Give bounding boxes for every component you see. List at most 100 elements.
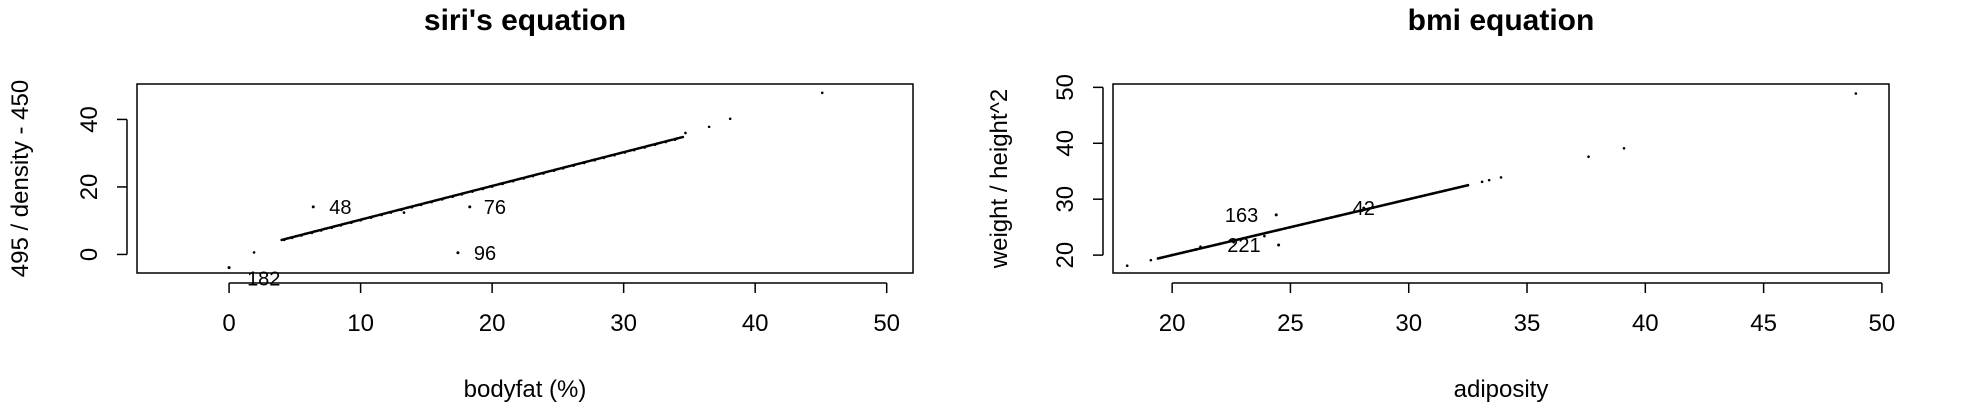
data-point (1336, 214, 1340, 218)
point-annotation: 163 (1225, 205, 1258, 227)
labeled-point (227, 266, 231, 270)
data-point (593, 158, 597, 162)
data-point (1253, 234, 1257, 237)
point-annotation: 76 (484, 197, 506, 219)
data-point (1300, 223, 1304, 226)
x-tick-label: 50 (1869, 310, 1896, 337)
data-point (1442, 189, 1446, 193)
data-point (1499, 176, 1503, 179)
data-point (643, 146, 646, 149)
data-point (664, 140, 668, 144)
x-tick-label: 25 (1277, 310, 1304, 337)
data-point (1149, 258, 1153, 262)
chart-title: siri's equation (424, 4, 626, 37)
data-point (1170, 253, 1174, 257)
data-point (1229, 239, 1233, 243)
x-tick-label: 40 (1632, 310, 1659, 337)
data-point (531, 174, 535, 178)
labeled-point (468, 205, 472, 209)
data-point (1395, 200, 1399, 204)
data-point (501, 182, 504, 186)
data-point (684, 131, 687, 135)
data-point (369, 216, 373, 219)
data-point (522, 177, 525, 180)
data-point (653, 143, 657, 147)
data-point (511, 179, 515, 183)
labeled-point (1362, 206, 1366, 210)
data-point (1125, 264, 1129, 268)
data-point (1241, 237, 1245, 240)
labeled-point (1277, 243, 1281, 247)
data-point (673, 138, 677, 141)
x-axis-label: bodyfat (%) (464, 376, 587, 403)
data-point (1265, 231, 1269, 235)
x-tick-label: 20 (1159, 310, 1186, 337)
data-point (582, 161, 586, 165)
data-point (339, 224, 343, 227)
x-tick-label: 50 (873, 310, 900, 337)
data-point (820, 91, 824, 95)
data-point (1360, 209, 1363, 212)
data-point (290, 236, 294, 240)
data-point (632, 148, 636, 152)
data-point (350, 221, 353, 225)
point-annotation: 182 (247, 269, 280, 291)
data-point (1206, 245, 1209, 249)
data-point (602, 156, 606, 160)
data-point (1383, 203, 1387, 207)
data-point (681, 135, 685, 139)
labeled-point (311, 205, 315, 209)
data-point (707, 125, 711, 129)
data-point (471, 190, 474, 193)
data-point (552, 169, 556, 173)
point-annotation: 48 (329, 197, 351, 219)
data-point (623, 151, 627, 154)
data-point (1487, 178, 1491, 182)
y-tick-label: 20 (1052, 242, 1079, 269)
x-tick-label: 0 (222, 310, 235, 337)
data-point (1348, 211, 1351, 215)
chart-title: bmi equation (1408, 4, 1595, 37)
x-tick-label: 10 (347, 310, 374, 337)
data-point (1289, 225, 1292, 229)
data-point (1263, 234, 1266, 238)
data-point (1466, 183, 1470, 187)
y-tick-label: 40 (76, 106, 103, 133)
y-tick-label: 20 (76, 174, 103, 201)
point-annotation: 221 (1227, 235, 1260, 257)
data-point (1232, 240, 1235, 244)
data-point (300, 234, 303, 237)
data-point (310, 231, 314, 235)
data-point (1218, 242, 1221, 246)
data-point (1159, 256, 1162, 260)
data-point (1182, 251, 1186, 254)
x-tick-label: 30 (610, 310, 637, 337)
y-axis-label: 495 / density - 450 (7, 80, 34, 277)
y-tick-label: 40 (1052, 130, 1079, 157)
data-point (283, 238, 286, 242)
data-point (319, 229, 323, 232)
data-point (1194, 248, 1198, 251)
data-point (1454, 186, 1458, 190)
data-point (1622, 147, 1626, 150)
data-point (1371, 206, 1375, 209)
labeled-point (1274, 213, 1278, 217)
data-point (542, 172, 545, 175)
y-tick-label: 30 (1052, 186, 1079, 213)
data-point (410, 205, 414, 209)
data-point (572, 164, 575, 167)
data-point (728, 117, 732, 121)
data-point (1431, 192, 1434, 195)
y-tick-label: 0 (76, 248, 103, 261)
data-point (1854, 92, 1858, 95)
point-annotation: 42 (1353, 198, 1375, 220)
x-tick-label: 40 (742, 310, 769, 337)
data-point (613, 153, 616, 157)
data-point (1199, 245, 1202, 249)
data-point (1407, 197, 1411, 201)
data-point (490, 185, 494, 188)
x-axis-label: adiposity (1454, 376, 1549, 403)
data-point (430, 200, 433, 204)
